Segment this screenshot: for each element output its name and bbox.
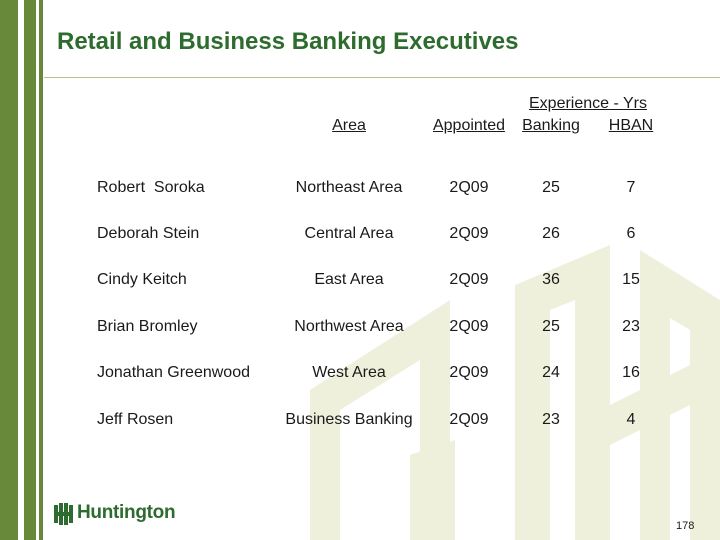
- area-cell: East Area: [314, 271, 384, 288]
- appointed-cell: 2Q09: [449, 411, 489, 428]
- hban-years-cell: 4: [626, 411, 636, 428]
- appointed-cell: 2Q09: [449, 179, 489, 196]
- stripe: [24, 0, 36, 540]
- header-appointed: Appointed: [432, 117, 506, 134]
- appointed-cell: 2Q09: [449, 318, 489, 335]
- area-cell: Northwest Area: [294, 318, 404, 335]
- logo-wordmark: Huntington: [77, 502, 176, 523]
- executive-name: Jonathan Greenwood: [97, 364, 250, 381]
- area-cell: Business Banking: [285, 411, 413, 428]
- executive-name: Jeff Rosen: [97, 411, 174, 428]
- banking-years-cell: 25: [542, 318, 560, 335]
- hban-years-cell: 23: [622, 318, 640, 335]
- banking-years-cell: 23: [542, 411, 560, 428]
- hban-years-cell: 15: [622, 271, 640, 288]
- stripe-gap: [36, 0, 39, 540]
- appointed-cell: 2Q09: [449, 225, 489, 242]
- banking-years-cell: 24: [542, 364, 560, 381]
- banking-years-cell: 26: [542, 225, 560, 242]
- banking-years-cell: 36: [542, 271, 560, 288]
- executive-name: Deborah Stein: [97, 225, 200, 242]
- header-banking: Banking: [522, 117, 580, 134]
- executive-name: Cindy Keitch: [97, 271, 187, 288]
- stripe-gap: [18, 0, 24, 540]
- banking-years-cell: 25: [542, 179, 560, 196]
- stripe: [39, 0, 43, 540]
- left-stripes: [0, 0, 44, 540]
- experience-group-header: Experience - Yrs: [529, 95, 647, 112]
- title-divider: [44, 77, 720, 78]
- area-cell: Central Area: [304, 225, 394, 242]
- executive-name: Robert Soroka: [97, 179, 205, 196]
- area-cell: West Area: [312, 364, 386, 381]
- page-number: 178: [676, 520, 695, 532]
- slide-title: Retail and Business Banking Executives: [57, 28, 519, 55]
- appointed-cell: 2Q09: [449, 271, 489, 288]
- header-area: Area: [332, 117, 366, 134]
- hban-years-cell: 6: [626, 225, 636, 242]
- hban-years-cell: 7: [626, 179, 636, 196]
- executive-name: Brian Bromley: [97, 318, 198, 335]
- stripe: [0, 0, 18, 540]
- huntington-logo-icon: [54, 503, 73, 525]
- area-cell: Northeast Area: [295, 179, 403, 196]
- hban-years-cell: 16: [622, 364, 640, 381]
- appointed-cell: 2Q09: [449, 364, 489, 381]
- header-hban: HBAN: [608, 117, 654, 134]
